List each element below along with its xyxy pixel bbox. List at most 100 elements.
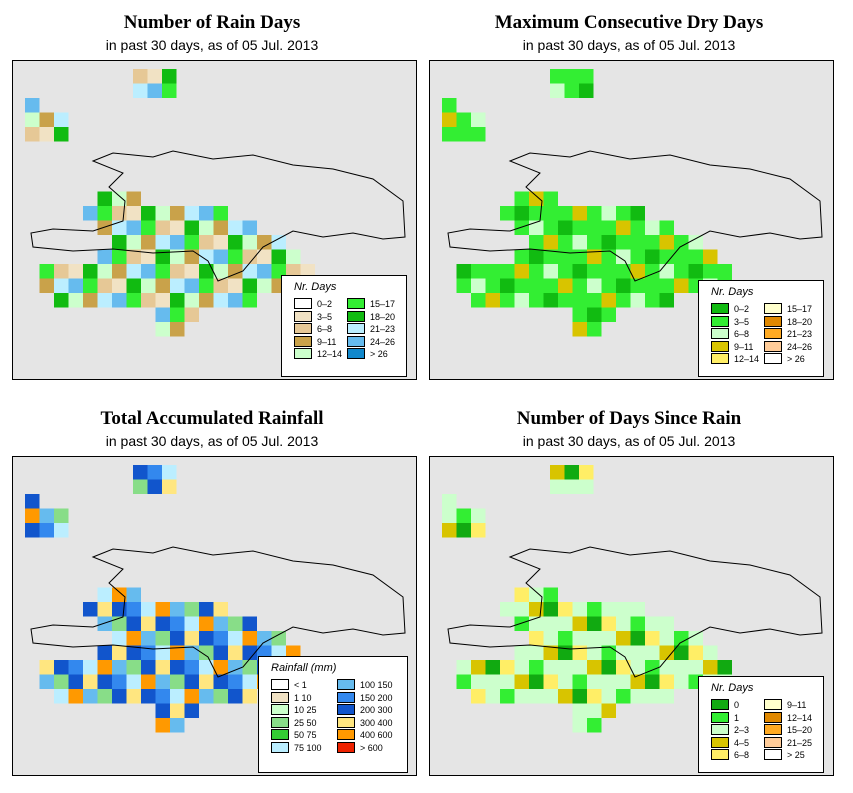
grid-cell bbox=[514, 278, 529, 293]
grid-cell bbox=[572, 206, 587, 221]
grid-cell bbox=[39, 523, 54, 538]
legend-label: 9–11 bbox=[787, 700, 807, 710]
grid-cell bbox=[141, 220, 156, 235]
grid-cell bbox=[514, 645, 529, 660]
grid-cell bbox=[39, 508, 54, 523]
grid-cell bbox=[674, 660, 689, 675]
grid-cell bbox=[529, 235, 544, 250]
grid-cell bbox=[543, 278, 558, 293]
grid-cell bbox=[558, 689, 573, 704]
grid-cell bbox=[97, 264, 112, 279]
grid-cell bbox=[616, 674, 631, 689]
grid-cell bbox=[271, 235, 286, 250]
grid-cell bbox=[579, 83, 594, 98]
grid-cell bbox=[141, 689, 156, 704]
grid-cell bbox=[688, 645, 703, 660]
legend-label: 300 400 bbox=[360, 717, 393, 728]
grid-cell bbox=[564, 465, 579, 480]
grid-cell bbox=[184, 235, 199, 250]
legend-label: 6–8 bbox=[317, 324, 333, 335]
grid-cell bbox=[25, 508, 40, 523]
grid-cell bbox=[572, 718, 587, 733]
grid-cell bbox=[572, 645, 587, 660]
grid-cell bbox=[630, 674, 645, 689]
grid-cell bbox=[213, 278, 228, 293]
legend-swatch bbox=[347, 335, 365, 347]
grid-cell bbox=[543, 206, 558, 221]
grid-cell bbox=[630, 602, 645, 617]
legend-label: 3–5 bbox=[734, 316, 750, 327]
grid-cell bbox=[83, 602, 98, 617]
grid-cell bbox=[529, 660, 544, 675]
grid-cell bbox=[228, 689, 243, 704]
grid-cell bbox=[184, 264, 199, 279]
grid-cell bbox=[184, 602, 199, 617]
grid-cell bbox=[485, 660, 500, 675]
grid-cell bbox=[199, 293, 214, 308]
grid-cell bbox=[170, 602, 185, 617]
legend-swatch bbox=[764, 353, 782, 365]
legend-label: 2–3 bbox=[734, 725, 750, 736]
grid-cell bbox=[659, 631, 674, 646]
grid-cell bbox=[514, 616, 529, 631]
grid-cell bbox=[54, 112, 69, 127]
legend-swatch bbox=[337, 704, 355, 716]
legend-label: 21–23 bbox=[787, 329, 813, 340]
legend-swatch bbox=[294, 335, 312, 347]
grid-cell bbox=[213, 235, 228, 250]
legend-label: 1 bbox=[734, 712, 740, 723]
panel-title: Number of Rain Days bbox=[123, 12, 301, 33]
grid-cell bbox=[83, 264, 98, 279]
grid-cell bbox=[645, 616, 660, 631]
grid-cell bbox=[133, 69, 148, 84]
map-rain-days bbox=[25, 69, 406, 337]
legend-swatch bbox=[271, 679, 289, 690]
grid-cell bbox=[514, 220, 529, 235]
grid-cell bbox=[529, 278, 544, 293]
legend-label: 24–26 bbox=[787, 341, 813, 352]
grid-cell bbox=[601, 703, 616, 718]
grid-cell bbox=[550, 479, 565, 494]
grid-cell bbox=[199, 264, 214, 279]
grid-cell bbox=[271, 631, 286, 646]
grid-cell bbox=[199, 660, 214, 675]
grid-cell bbox=[543, 631, 558, 646]
grid-cell bbox=[659, 264, 674, 279]
grid-cell bbox=[25, 127, 40, 142]
grid-cell bbox=[39, 264, 54, 279]
grid-cell bbox=[645, 660, 660, 675]
grid-cell bbox=[601, 264, 616, 279]
grid-cell bbox=[616, 293, 631, 308]
grid-cell bbox=[170, 616, 185, 631]
legend-label: 400 600 bbox=[360, 730, 393, 741]
grid-cell bbox=[616, 235, 631, 250]
grid-cell bbox=[514, 293, 529, 308]
grid-cell bbox=[68, 674, 83, 689]
grid-cells bbox=[442, 465, 732, 733]
grid-cell bbox=[587, 602, 602, 617]
grid-cell bbox=[126, 689, 141, 704]
legend-label: 1 10 bbox=[294, 692, 312, 703]
grid-cell bbox=[170, 307, 185, 322]
grid-cell bbox=[147, 479, 162, 494]
grid-cell bbox=[456, 127, 471, 142]
legend-label: 10 25 bbox=[294, 705, 317, 716]
legend-title: Nr. Days bbox=[294, 281, 337, 293]
grid-cell bbox=[659, 235, 674, 250]
grid-cell bbox=[659, 660, 674, 675]
grid-cell bbox=[616, 220, 631, 235]
grid-cell bbox=[39, 660, 54, 675]
grid-cell bbox=[572, 689, 587, 704]
grid-cell bbox=[630, 220, 645, 235]
grid-cell bbox=[659, 249, 674, 264]
grid-cell bbox=[471, 278, 486, 293]
grid-cell bbox=[126, 278, 141, 293]
grid-cell bbox=[242, 264, 257, 279]
grid-cell bbox=[170, 264, 185, 279]
panel-subtitle: in past 30 days, as of 05 Jul. 2013 bbox=[105, 433, 319, 449]
grid-cell bbox=[500, 278, 515, 293]
panel-accumulated-rainfall: Total Accumulated Rainfall in past 30 da… bbox=[5, 396, 419, 788]
panel-title: Maximum Consecutive Dry Days bbox=[494, 12, 764, 33]
legend-swatch bbox=[711, 340, 729, 352]
grid-cell bbox=[25, 523, 40, 538]
